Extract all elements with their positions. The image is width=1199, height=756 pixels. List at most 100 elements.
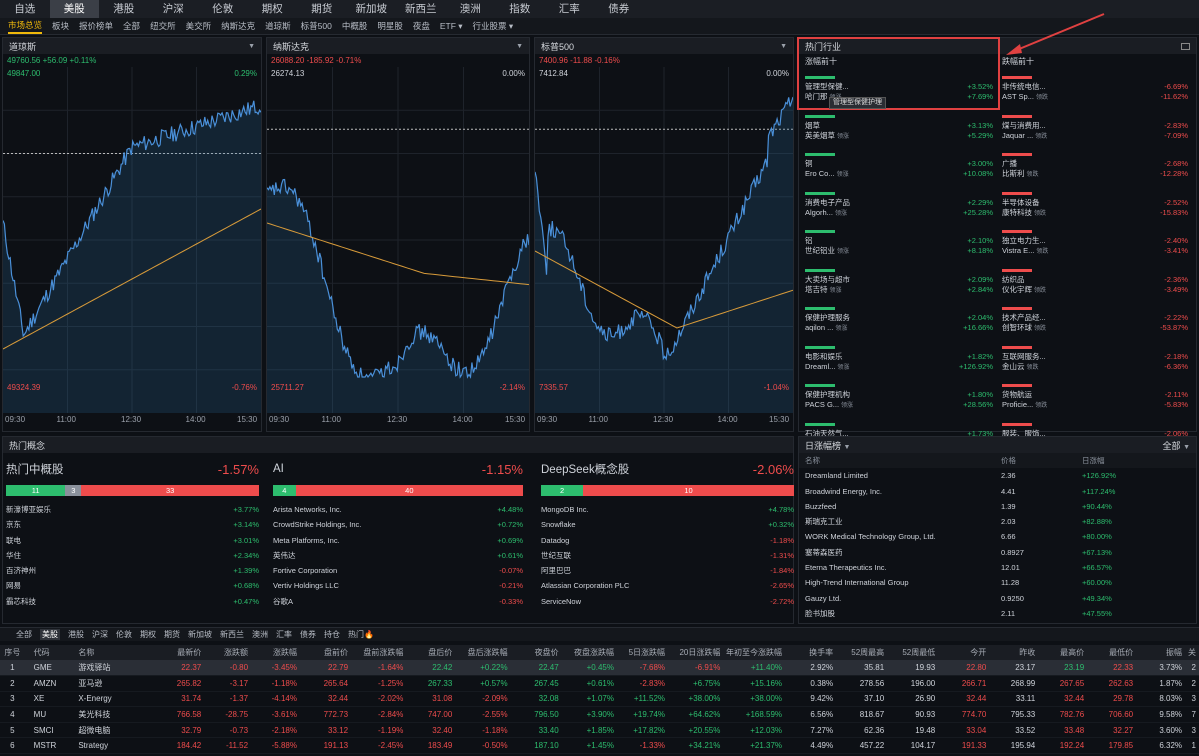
concept-stock-row[interactable]: 京东 +3.14%: [6, 517, 259, 532]
sub-tab[interactable]: 明星股: [377, 21, 403, 31]
bottom-tab[interactable]: 持仓: [324, 630, 340, 639]
col-header[interactable]: 最高价: [1038, 645, 1088, 660]
bottom-tab[interactable]: 新西兰: [220, 630, 244, 639]
sub-tab[interactable]: 标普500: [300, 21, 332, 31]
top-tab[interactable]: 期货: [311, 3, 333, 15]
col-header[interactable]: 5日涨跌幅: [616, 645, 669, 660]
col-header[interactable]: 盘前价: [299, 645, 352, 660]
concept-stock-row[interactable]: Atlassian Corporation PLC -2.65%: [541, 578, 794, 593]
industry-item[interactable]: 货物航运 -2.11% Proficie... 领跌 -5.83%: [1002, 384, 1188, 411]
top-tab[interactable]: 伦敦: [212, 3, 234, 15]
table-row[interactable]: 5 SMCI 超微电脑 32.79 -0.73 -2.18% 33.12 -1.19% 32.4…: [0, 722, 1199, 739]
bottom-tab[interactable]: 美股: [40, 629, 60, 640]
sub-tab[interactable]: 纳斯达克: [221, 21, 256, 31]
table-row[interactable]: 1 GME 游戏驿站 22.37 -0.80 -3.45% 22.79 -1.64% 22.42…: [0, 660, 1199, 677]
index-panel-sp500[interactable]: 标普500 ▼ 7400.96 -11.88 -0.16% 7412.84 0.00% 7…: [534, 37, 794, 432]
sub-tab[interactable]: ETF ▾: [439, 20, 463, 31]
sub-tab[interactable]: 中概股: [341, 21, 368, 31]
gainer-row[interactable]: High-Trend International Group 11.28 +60.0…: [799, 575, 1196, 590]
col-header[interactable]: 盘后价: [406, 645, 456, 660]
daily-gainers-filter[interactable]: 全部 ▼: [1163, 439, 1190, 452]
gainer-row[interactable]: Gauzy Ltd. 0.9250 +49.34%: [799, 591, 1196, 606]
chevron-down-icon[interactable]: ▼: [248, 42, 255, 50]
col-header[interactable]: 夜盘涨跌幅: [561, 645, 617, 660]
top-tab[interactable]: 美股: [49, 0, 99, 18]
gainer-row[interactable]: 脸书加股 2.11 +47.55%: [799, 606, 1196, 621]
gainer-row[interactable]: Broadwind Energy, Inc. 4.41 +117.24%: [799, 484, 1196, 499]
top-tab[interactable]: 澳洲: [459, 3, 481, 15]
col-header[interactable]: 年初至今涨跌幅: [723, 645, 786, 660]
concept-card[interactable]: 热门中概股 -1.57% 11 3 33 新濠博亚娱乐 +3.77% 京东 +3.14% 联电 +3…: [6, 458, 259, 609]
col-header[interactable]: 代码: [27, 645, 73, 660]
sub-tab[interactable]: 板块: [52, 21, 70, 31]
concept-card[interactable]: DeepSeek概念股 -2.06% 2 10 MongoDB Inc. +4.78% Sn…: [541, 458, 794, 609]
bottom-tab[interactable]: 沪深: [92, 630, 108, 639]
bottom-tab[interactable]: 热门🔥: [348, 630, 374, 639]
table-row[interactable]: 6 MSTR Strategy 184.42 -11.52 -5.88% 191.13 -2.…: [0, 737, 1199, 755]
col-header[interactable]: 涨跌额: [204, 645, 252, 660]
col-header[interactable]: 换手率: [785, 645, 837, 660]
concept-stock-row[interactable]: Datadog -1.18%: [541, 533, 794, 548]
col-header[interactable]: 盘后涨跌幅: [455, 645, 511, 660]
chevron-down-icon[interactable]: ▼: [516, 42, 523, 50]
col-header[interactable]: 20日涨跌幅: [668, 645, 724, 660]
index-panel-nasdaq[interactable]: 纳斯达克 ▼ 26088.20 -185.92 -0.71% 26274.13 0.00…: [266, 37, 530, 432]
concept-stock-row[interactable]: 霸芯科技 +0.47%: [6, 594, 259, 609]
col-header[interactable]: 序号: [0, 645, 28, 660]
gainer-row[interactable]: 斯瑞克工业 2.03 +82.88%: [799, 514, 1196, 529]
concept-stock-row[interactable]: Snowflake +0.32%: [541, 517, 794, 532]
daily-gainers-dropdown[interactable]: 日涨幅榜 ▼: [805, 439, 850, 452]
industry-item[interactable]: 互联网服务... -2.18% 金山云 领跌 -6.36%: [1002, 345, 1188, 373]
bottom-tab[interactable]: 汇率: [276, 630, 292, 639]
col-header[interactable]: 涨跌幅: [251, 645, 300, 660]
gainer-row[interactable]: Buzzfeed 1.39 +90.44%: [799, 499, 1196, 514]
col-header[interactable]: 最新价: [148, 645, 205, 660]
top-tab[interactable]: 沪深: [162, 3, 184, 15]
industry-item[interactable]: 独立电力生... -2.40% Vistra E... 领跌 -3.41%: [1002, 230, 1188, 257]
industry-item[interactable]: 服装、服饰... -2.06%: [1002, 422, 1188, 439]
industry-item[interactable]: 消费电子产品 +2.29% Algorh... 领涨 +25.28%: [805, 191, 993, 219]
top-tab[interactable]: 期权: [261, 3, 283, 15]
sub-tab[interactable]: 道琼斯: [265, 21, 291, 31]
bottom-tab[interactable]: 港股: [68, 630, 84, 639]
col-header[interactable]: 名称: [72, 645, 149, 660]
bottom-tab[interactable]: 澳洲: [252, 630, 268, 639]
concept-stock-row[interactable]: 联电 +3.01%: [6, 533, 259, 548]
col-header[interactable]: 52周最低: [887, 645, 939, 660]
concept-stock-row[interactable]: CrowdStrike Holdings, Inc. +0.72%: [273, 517, 523, 532]
bottom-tab[interactable]: 全部: [16, 630, 32, 639]
concept-card[interactable]: AI -1.15% 4 40 Arista Networks, Inc. +4.48% Cr…: [273, 458, 523, 609]
concept-stock-row[interactable]: 网易 +0.68%: [6, 578, 259, 593]
concept-stock-row[interactable]: ServiceNow -2.72%: [541, 594, 794, 609]
col-header[interactable]: 最低价: [1087, 645, 1137, 660]
col-header[interactable]: 今开: [938, 645, 990, 660]
concept-stock-row[interactable]: 阿里巴巴 -1.84%: [541, 563, 794, 578]
concept-stock-row[interactable]: Meta Platforms, Inc. +0.69%: [273, 533, 523, 548]
sub-tab[interactable]: 全部: [123, 21, 141, 31]
sub-tab[interactable]: 行业股票 ▾: [472, 21, 514, 31]
industry-item[interactable]: 非传统电信... -6.69% AST Sp... 领跌 -11.62%: [1002, 76, 1188, 103]
top-tab[interactable]: 自选: [14, 3, 36, 15]
industry-item[interactable]: 保健护理服务 +2.04% aqilon ... 领涨 +16.66%: [805, 307, 993, 334]
gainer-row[interactable]: WORK Medical Technology Group, Ltd. 6.66 +…: [799, 529, 1196, 544]
col-header[interactable]: 振幅: [1136, 645, 1186, 660]
industry-item[interactable]: 半导体设备 -2.52% 康特科技 领跌 -15.83%: [1002, 191, 1188, 219]
sub-tab[interactable]: 报价榜单: [79, 21, 114, 31]
bottom-tab[interactable]: 债券: [300, 630, 316, 639]
concept-stock-row[interactable]: MongoDB Inc. +4.78%: [541, 502, 794, 517]
index-panel-dow[interactable]: 道琼斯 ▼ 49760.56 +56.09 +0.11% 49847.00 0.29% 4…: [2, 37, 262, 432]
top-tab[interactable]: 新加坡: [355, 3, 388, 15]
sub-tab[interactable]: 纽交所: [150, 21, 176, 31]
concept-stock-row[interactable]: Fortive Corporation -0.07%: [273, 563, 523, 578]
industry-item[interactable]: 技术产品经... -2.22% 创智环球 领跌 -53.87%: [1002, 307, 1188, 334]
bottom-tab[interactable]: 伦敦: [116, 630, 132, 639]
concept-stock-row[interactable]: Vertiv Holdings LLC -0.21%: [273, 578, 523, 593]
bottom-tab[interactable]: 期权: [140, 630, 156, 639]
expand-icon[interactable]: [1181, 42, 1190, 50]
industry-item[interactable]: 铝 +2.10% 世纪铝业 领涨 +8.18%: [805, 230, 993, 257]
concept-stock-row[interactable]: 世纪互联 -1.31%: [541, 548, 794, 563]
top-tab[interactable]: 债券: [608, 3, 630, 15]
industry-item[interactable]: 纺织品 -2.36% 仪化宇辉 领跌 -3.49%: [1002, 268, 1188, 296]
industry-item[interactable]: 石油天然气... +1.73%: [805, 422, 993, 439]
industry-item[interactable]: 广播 -2.68% 比斯利 领跌 -12.28%: [1002, 153, 1188, 180]
